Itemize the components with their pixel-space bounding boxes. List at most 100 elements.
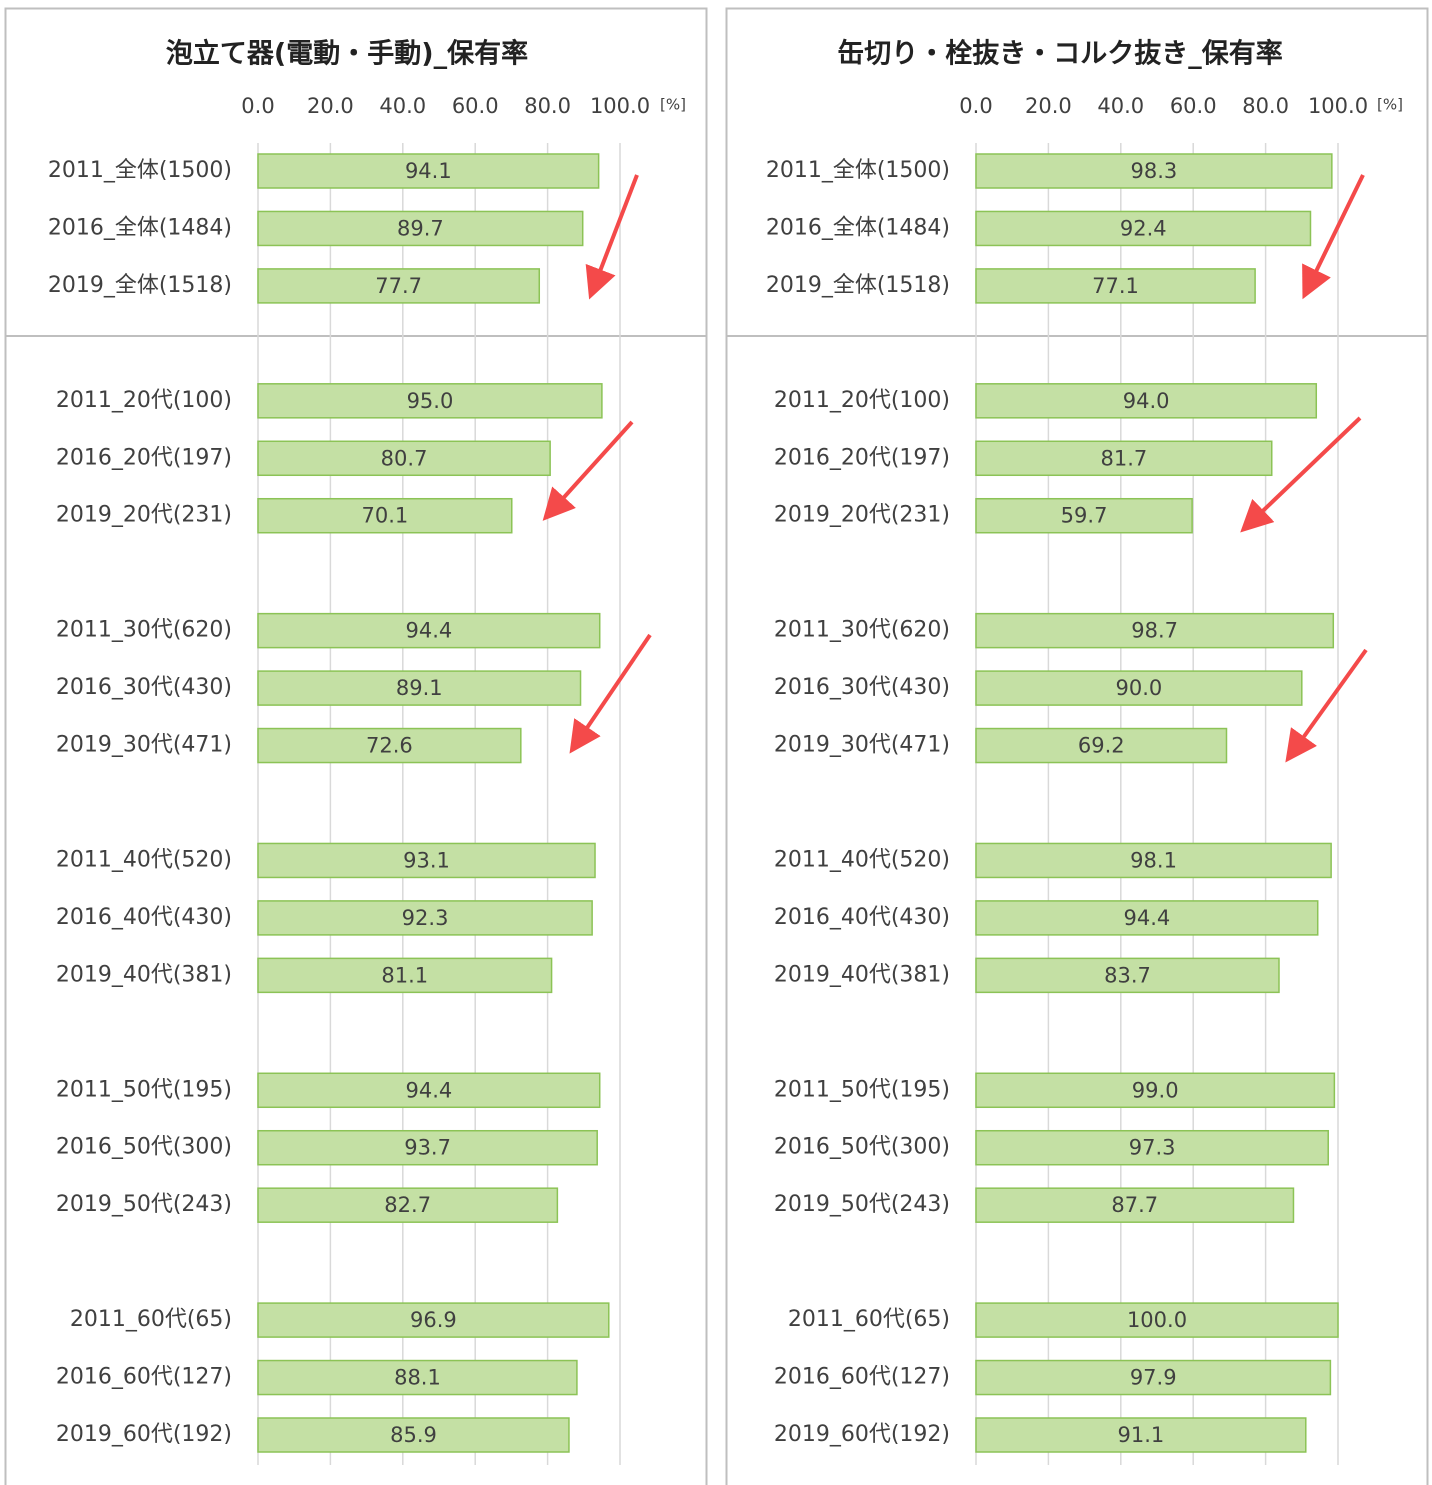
y-tick-label: 2011_30代(620) [774,618,950,643]
bar [975,1129,1329,1166]
bar [257,1359,578,1396]
data-label: 87.7 [1111,1193,1158,1217]
bar [975,268,1256,304]
y-tick-label: 2016_60代(127) [774,1365,950,1390]
x-tick-label: 20.0 [1025,94,1072,118]
data-label: 77.7 [375,274,422,298]
bar [257,268,541,304]
y-tick-label: 2016_全体(1484) [766,215,950,240]
bar [257,1302,610,1338]
data-label: 93.1 [403,848,450,872]
y-tick-label: 2011_全体(1500) [48,158,232,183]
data-label: 94.1 [405,159,452,183]
y-tick-label: 2019_40代(381) [774,962,950,987]
y-tick-label: 2016_50代(300) [56,1135,232,1160]
data-label: 93.7 [404,1136,451,1160]
y-tick-label: 2019_30代(471) [56,733,232,758]
arrow [1240,416,1362,533]
y-tick-label: 2019_60代(192) [56,1422,232,1447]
y-tick-label: 2011_50代(195) [56,1077,232,1102]
y-tick-label: 2016_全体(1484) [48,215,232,240]
y-tick-label: 2019_30代(471) [774,733,950,758]
grid: 0.0 20.0 40.0 60.0 80.0 100.0 0.0 20.0 40.0 60.0 8… [241,94,1368,1465]
y-tick-label: 2016_30代(430) [56,675,232,700]
bar [257,612,601,649]
bar [257,440,551,477]
axis-unit: [%] [660,96,686,114]
y-tick-label: 2019_20代(231) [774,503,950,528]
y-tick-label: 2019_60代(192) [774,1422,950,1447]
y-tick-label: 2019_全体(1518) [48,273,232,298]
bar [975,210,1312,247]
y-tick-label: 2011_60代(65) [788,1307,950,1332]
chart-title: 泡立て器(電動・手動)_保有率 [166,38,528,70]
x-tick-label: 60.0 [452,94,499,118]
data-label: 96.9 [410,1308,457,1332]
bar [975,497,1193,534]
data-label: 94.4 [405,1078,452,1102]
bar [975,612,1335,649]
arrow [1285,648,1368,763]
data-label: 82.7 [384,1193,431,1217]
y-tick-label: 2011_20代(100) [56,388,232,413]
y-tick-label: 2016_50代(300) [774,1135,950,1160]
x-tick-label: 100.0 [1308,94,1368,118]
data-label: 94.0 [1123,389,1170,413]
data-label: 98.3 [1131,159,1178,183]
bar [257,727,522,764]
bar [975,1417,1307,1453]
arrow [585,174,639,300]
data-label: 100.0 [1127,1308,1187,1332]
bar [257,900,593,936]
y-tick-label: 2019_全体(1518) [766,273,950,298]
data-label: 92.4 [1120,216,1167,240]
bars: 2011_全体(1500) 94.1 2016_全体(1484) 89.7 2019_全… [48,153,1339,1453]
y-tick-label: 2011_20代(100) [774,388,950,413]
data-label: 97.9 [1130,1366,1177,1390]
data-label: 94.4 [405,619,452,643]
chart-title: 缶切り・栓抜き・コルク抜き_保有率 [837,38,1283,70]
y-tick-label: 2011_30代(620) [56,618,232,643]
bar [975,1187,1295,1223]
y-tick-label: 2019_50代(243) [774,1192,950,1217]
data-label: 91.1 [1118,1423,1165,1447]
bar [975,153,1333,189]
data-label: 99.0 [1132,1078,1179,1102]
x-tick-label: 80.0 [1242,94,1289,118]
data-label: 72.6 [366,734,413,758]
bar [257,1187,559,1223]
bar [975,900,1319,936]
bar [975,727,1228,764]
bar [975,957,1280,994]
arrow [1302,174,1365,300]
panel [4,7,708,1485]
x-tick-label: 0.0 [241,94,274,118]
bar [257,383,603,419]
data-label: 98.1 [1130,848,1177,872]
y-tick-label: 2011_全体(1500) [766,158,950,183]
x-tick-label: 0.0 [959,94,992,118]
data-label: 97.3 [1129,1136,1176,1160]
panel [725,7,1429,1485]
bar [257,210,584,247]
data-label: 83.7 [1104,963,1151,987]
axis-unit: [%] [1377,96,1403,114]
data-label: 92.3 [402,906,449,930]
data-label: 89.7 [397,216,444,240]
y-tick-label: 2011_50代(195) [774,1077,950,1102]
bar [975,1302,1339,1338]
y-tick-label: 2011_40代(520) [56,847,232,872]
bar [257,1129,598,1166]
bar [975,440,1273,477]
bar [975,1359,1332,1396]
bar [975,1072,1336,1109]
bar [975,842,1332,879]
x-tick-label: 40.0 [1097,94,1144,118]
bar [257,842,596,879]
y-tick-label: 2019_50代(243) [56,1192,232,1217]
data-label: 70.1 [361,504,408,528]
data-label: 85.9 [390,1423,437,1447]
data-label: 81.7 [1100,446,1147,470]
